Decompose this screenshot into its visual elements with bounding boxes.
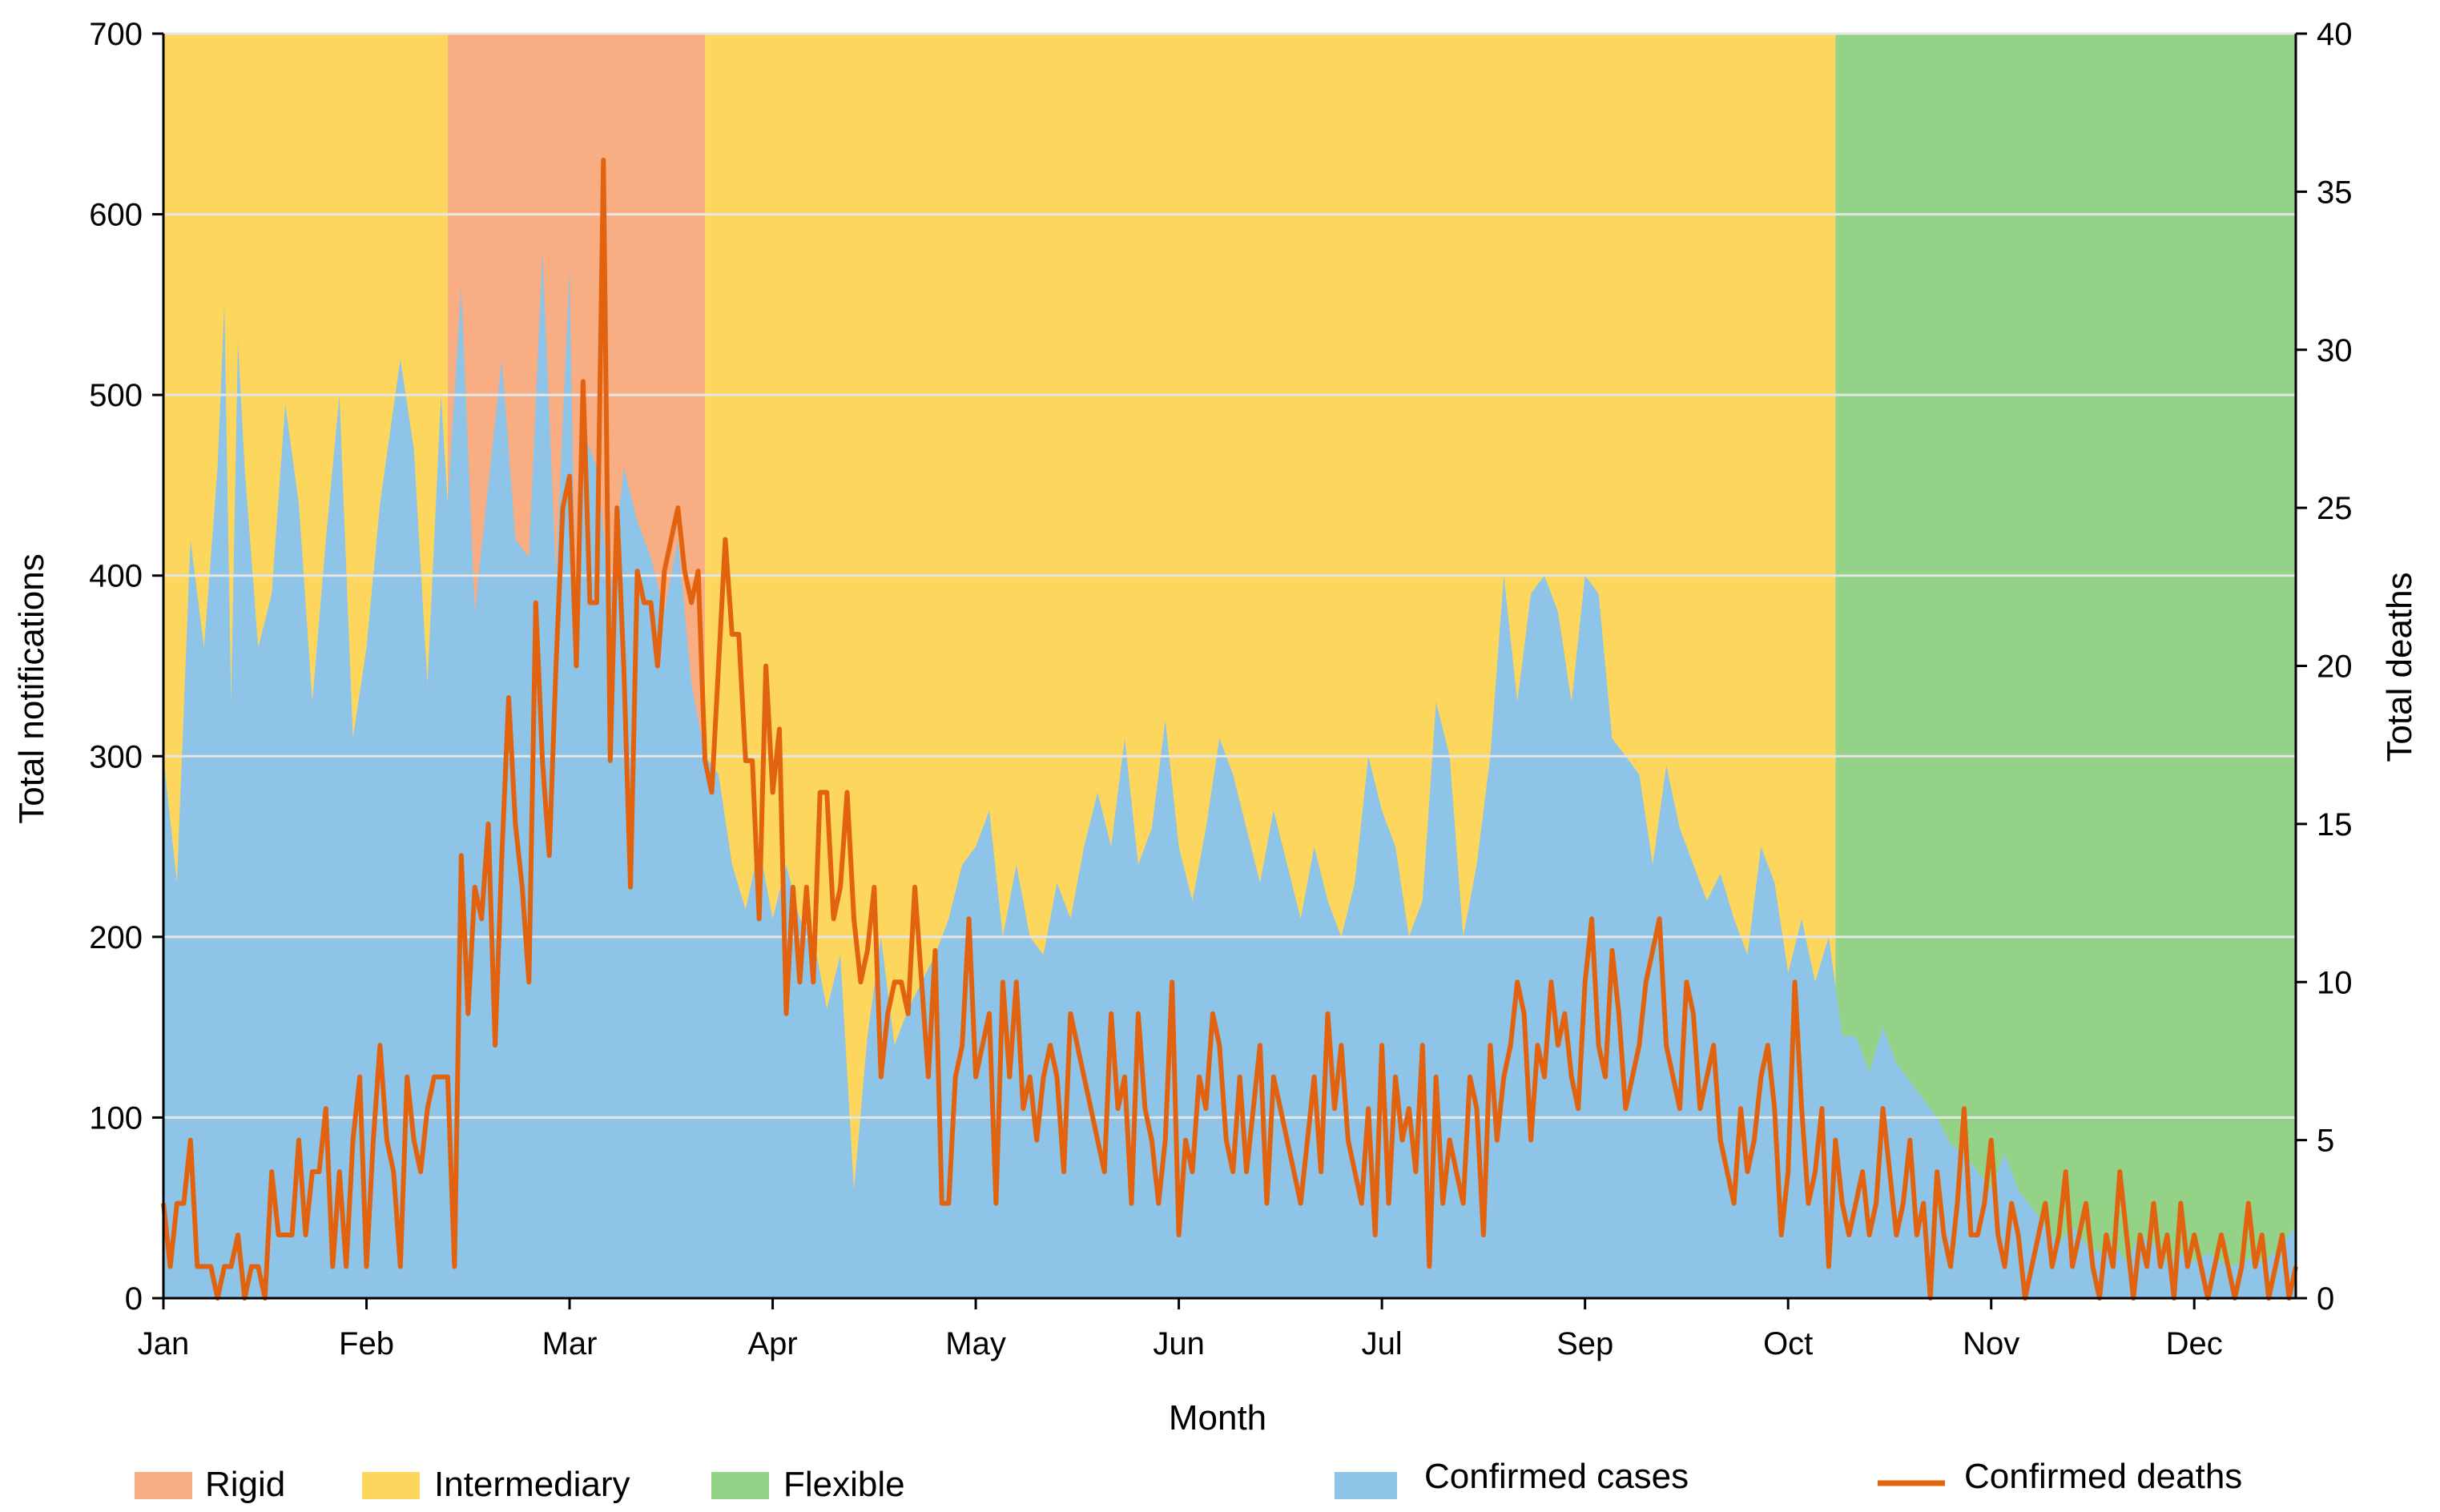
legend-label-rigid: Rigid — [205, 1465, 285, 1504]
x-tick-label-oct: Oct — [1763, 1326, 1813, 1361]
legend-label-flexible: Flexible — [783, 1465, 905, 1504]
x-tick-label-jun: Jun — [1153, 1326, 1205, 1361]
left-tick-label-0: 0 — [125, 1281, 143, 1317]
legend-swatch-rigid — [135, 1472, 192, 1499]
left-tick-label-200: 200 — [89, 920, 143, 955]
x-tick-label-jan: Jan — [138, 1326, 190, 1361]
left-tick-label-100: 100 — [89, 1100, 143, 1136]
confirmed-cases-area-layer — [163, 250, 2296, 1299]
confirmed-deaths-line — [161, 157, 2298, 1301]
x-tick-label-dec: Dec — [2166, 1326, 2223, 1361]
left-tick-label-500: 500 — [89, 378, 143, 413]
left-tick-label-300: 300 — [89, 739, 143, 774]
legend-swatch-intermediary — [362, 1472, 420, 1499]
right-tick-label-35: 35 — [2317, 175, 2353, 210]
right-tick-label-25: 25 — [2317, 491, 2353, 526]
legend-swatch-confirmed-cases — [1335, 1472, 1397, 1499]
right-tick-label-40: 40 — [2317, 17, 2353, 52]
x-axis-title: Month — [1169, 1398, 1266, 1438]
legend-label-confirmed-cases: Confirmed cases — [1424, 1457, 1689, 1496]
x-tick-label-apr: Apr — [747, 1326, 797, 1361]
x-tick-label-nov: Nov — [1963, 1326, 2019, 1361]
left-axis-ticks: 0 100 200 300 400 500 600 700 — [89, 17, 163, 1317]
x-tick-label-sep: Sep — [1556, 1326, 1613, 1361]
legend: Rigid Intermediary Flexible Confirmed ca… — [135, 1457, 2242, 1504]
x-tick-label-jul: Jul — [1362, 1326, 1403, 1361]
right-tick-label-15: 15 — [2317, 807, 2353, 842]
left-tick-label-400: 400 — [89, 559, 143, 594]
right-axis-title: Total deaths — [2380, 572, 2419, 762]
right-tick-label-30: 30 — [2317, 333, 2353, 368]
right-tick-label-0: 0 — [2317, 1281, 2334, 1317]
legend-swatch-flexible — [711, 1472, 769, 1499]
left-tick-label-700: 700 — [89, 17, 143, 52]
right-tick-label-5: 5 — [2317, 1124, 2334, 1159]
right-tick-label-20: 20 — [2317, 649, 2353, 685]
legend-label-intermediary: Intermediary — [434, 1465, 630, 1504]
right-axis-ticks: 0 5 10 15 20 25 30 35 40 — [2296, 17, 2353, 1317]
confirmed-cases-area — [163, 250, 2296, 1299]
legend-label-confirmed-deaths: Confirmed deaths — [1964, 1457, 2242, 1496]
x-tick-label-feb: Feb — [339, 1326, 394, 1361]
x-tick-label-may: May — [945, 1326, 1006, 1361]
right-tick-label-10: 10 — [2317, 965, 2353, 1000]
x-tick-label-mar: Mar — [542, 1326, 598, 1361]
x-axis-ticks: Jan Feb Mar Apr May Jun Jul Sep Oct Nov Dec — [138, 1298, 2223, 1361]
confirmed-deaths-line-layer — [161, 157, 2298, 1301]
left-axis-title: Total notifications — [12, 553, 51, 824]
left-tick-label-600: 600 — [89, 198, 143, 233]
gridlines — [163, 32, 2296, 1119]
